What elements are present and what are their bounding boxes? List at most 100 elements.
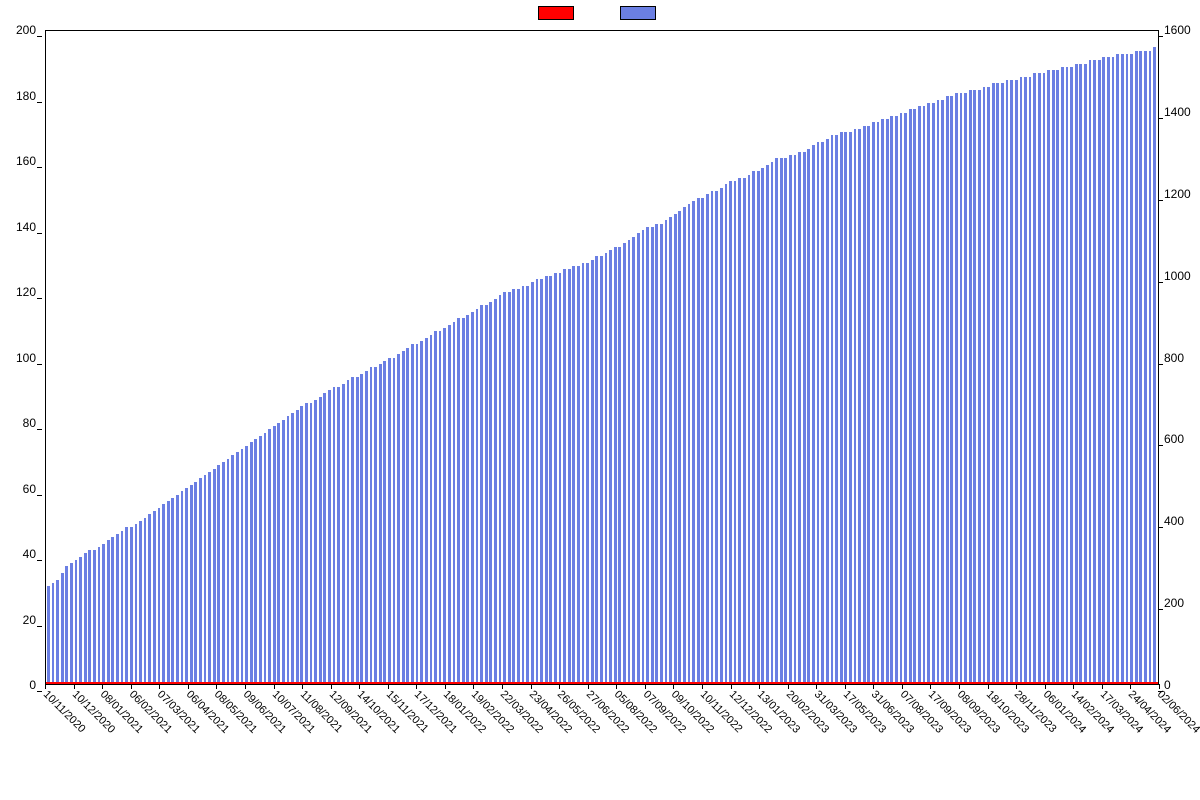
bar <box>688 204 691 684</box>
x-tick-mark <box>559 684 560 689</box>
bar <box>632 237 635 684</box>
bar <box>904 113 907 684</box>
bar <box>973 90 976 684</box>
bar <box>729 181 732 684</box>
bar <box>697 198 700 684</box>
bar <box>185 488 188 684</box>
bar <box>374 367 377 684</box>
bar <box>591 260 594 684</box>
bar <box>351 377 354 684</box>
x-tick-mark <box>788 684 789 689</box>
bar <box>950 96 953 684</box>
bar <box>743 178 746 684</box>
bar <box>794 155 797 684</box>
x-tick-mark <box>673 684 674 689</box>
bar <box>867 126 870 684</box>
bar <box>678 211 681 684</box>
bar <box>784 158 787 684</box>
bar <box>383 361 386 684</box>
bar <box>402 351 405 684</box>
bar <box>222 462 225 684</box>
x-tick-mark <box>274 684 275 689</box>
y-left-tick: 140 <box>0 221 36 233</box>
bar <box>153 511 156 684</box>
bar <box>323 393 326 684</box>
bar <box>1029 77 1032 684</box>
x-tick-mark <box>588 684 589 689</box>
bar <box>734 181 737 684</box>
y-right-tick: 1200 <box>1164 188 1200 200</box>
y-left-tick: 180 <box>0 90 36 102</box>
bar <box>397 354 400 684</box>
bar <box>227 459 230 684</box>
bar <box>489 302 492 684</box>
bar <box>245 446 248 684</box>
bar <box>1010 80 1013 684</box>
bar <box>176 495 179 684</box>
bar <box>720 188 723 684</box>
bar <box>434 331 437 684</box>
legend-item-line <box>538 6 580 20</box>
bar <box>701 198 704 684</box>
bar <box>75 560 78 684</box>
bar <box>277 423 280 684</box>
bar <box>674 214 677 684</box>
bar <box>268 429 271 684</box>
bar <box>738 178 741 684</box>
bar <box>955 93 958 684</box>
x-tick-mark <box>188 684 189 689</box>
bar <box>1149 51 1152 684</box>
bar <box>56 580 59 684</box>
bar <box>360 374 363 684</box>
y-right-tick: 1000 <box>1164 270 1200 282</box>
bar <box>1075 64 1078 684</box>
bar <box>356 377 359 684</box>
bar <box>333 387 336 684</box>
bar <box>748 175 751 684</box>
bar <box>817 142 820 684</box>
bar <box>1079 64 1082 684</box>
bar <box>236 452 239 684</box>
bar <box>1056 70 1059 684</box>
bar <box>531 282 534 684</box>
bar <box>430 335 433 684</box>
bar <box>964 93 967 684</box>
bar <box>844 132 847 684</box>
x-tick-mark <box>473 684 474 689</box>
bar <box>342 384 345 684</box>
bar <box>328 390 331 684</box>
y-axis-right: 02004006008001000120014001600 <box>1160 30 1200 685</box>
y-right-tick: 800 <box>1164 352 1200 364</box>
x-tick-mark <box>331 684 332 689</box>
bar <box>577 266 580 684</box>
bar <box>886 119 889 684</box>
x-tick-mark <box>159 684 160 689</box>
bar <box>692 201 695 684</box>
y-axis-left: 020406080100120140160180200 <box>0 30 40 685</box>
bar <box>766 165 769 684</box>
bar <box>208 472 211 684</box>
bar <box>508 292 511 684</box>
bar <box>1038 73 1041 684</box>
y-right-tick: 0 <box>1164 679 1200 691</box>
bar <box>540 279 543 684</box>
bar <box>725 184 728 684</box>
bar <box>1006 80 1009 684</box>
bar <box>1112 57 1115 684</box>
bar <box>485 305 488 684</box>
bar <box>881 119 884 684</box>
x-tick-mark <box>359 684 360 689</box>
bar <box>711 191 714 684</box>
bar <box>181 491 184 684</box>
x-tick-mark <box>616 684 617 689</box>
bar <box>139 521 142 684</box>
bar <box>669 217 672 684</box>
bar <box>217 465 220 684</box>
bar <box>992 83 995 684</box>
x-tick-mark <box>816 684 817 689</box>
bar <box>1061 67 1064 684</box>
bar <box>526 286 529 684</box>
y-left-tick: 40 <box>0 548 36 560</box>
bar <box>1116 54 1119 684</box>
bar <box>798 152 801 684</box>
